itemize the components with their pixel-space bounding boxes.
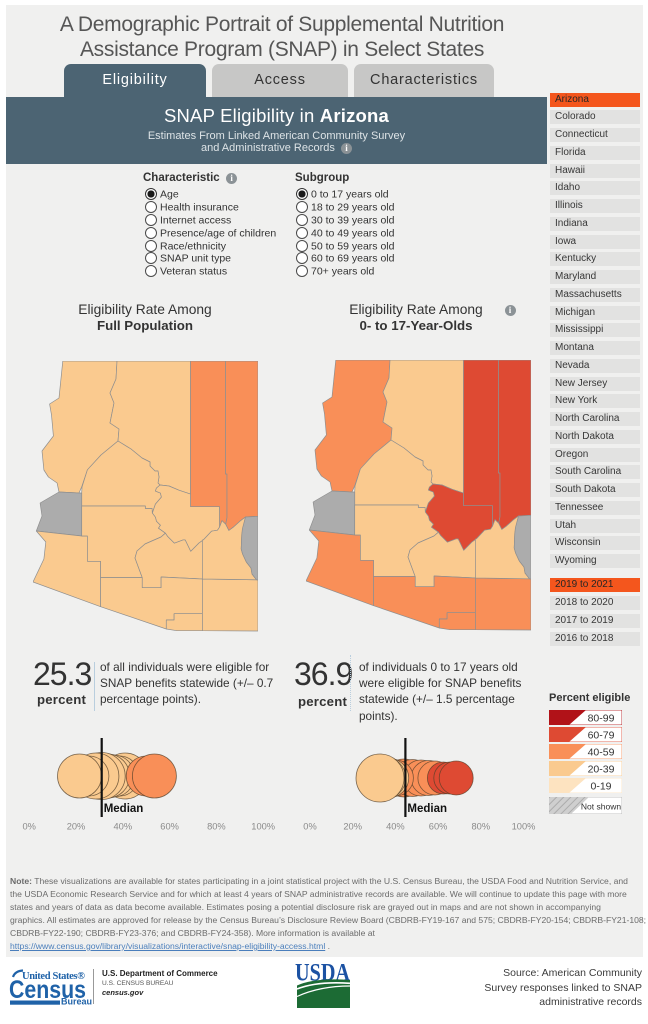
svg-text:0-19: 0-19 xyxy=(590,780,611,792)
svg-text:Not shown: Not shown xyxy=(581,802,621,812)
svg-text:80-99: 80-99 xyxy=(588,712,615,724)
svg-text:40%: 40% xyxy=(113,822,132,832)
svg-text:60-79: 60-79 xyxy=(588,729,615,741)
svg-text:20%: 20% xyxy=(343,822,362,832)
svg-text:Census: Census xyxy=(9,976,86,1004)
svg-text:20%: 20% xyxy=(67,822,86,832)
svg-text:Median: Median xyxy=(407,803,447,815)
svg-text:60%: 60% xyxy=(160,822,179,832)
svg-text:Median: Median xyxy=(104,803,144,815)
svg-text:United States®: United States® xyxy=(22,971,85,982)
svg-text:0%: 0% xyxy=(303,822,316,832)
svg-text:40%: 40% xyxy=(386,822,405,832)
svg-text:100%: 100% xyxy=(251,822,275,832)
svg-text:80%: 80% xyxy=(471,822,490,832)
svg-text:40-59: 40-59 xyxy=(588,746,615,758)
svg-text:20-39: 20-39 xyxy=(588,763,615,775)
svg-text:100%: 100% xyxy=(512,822,536,832)
svg-text:60%: 60% xyxy=(429,822,448,832)
svg-text:80%: 80% xyxy=(207,822,226,832)
svg-text:0%: 0% xyxy=(22,822,35,832)
svg-text:Bureau: Bureau xyxy=(61,997,92,1007)
